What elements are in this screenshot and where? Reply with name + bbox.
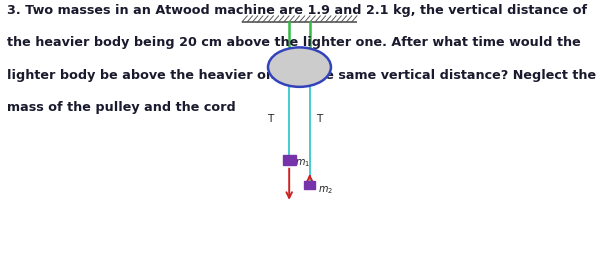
Text: T: T — [267, 114, 273, 124]
Bar — [283, 155, 296, 165]
Text: $m_2$: $m_2$ — [318, 184, 333, 196]
Text: the heavier body being 20 cm above the lighter one. After what time would the: the heavier body being 20 cm above the l… — [7, 36, 581, 49]
Text: 3. Two masses in an Atwood machine are 1.9 and 2.1 kg, the vertical distance of: 3. Two masses in an Atwood machine are 1… — [7, 4, 587, 17]
Ellipse shape — [268, 47, 331, 87]
Text: mass of the pulley and the cord: mass of the pulley and the cord — [7, 101, 236, 114]
Text: T: T — [316, 114, 322, 124]
Text: $m_1$: $m_1$ — [295, 158, 310, 169]
Text: lighter body be above the heavier one by the same vertical distance? Neglect the: lighter body be above the heavier one by… — [7, 69, 597, 82]
Bar — [304, 181, 315, 189]
